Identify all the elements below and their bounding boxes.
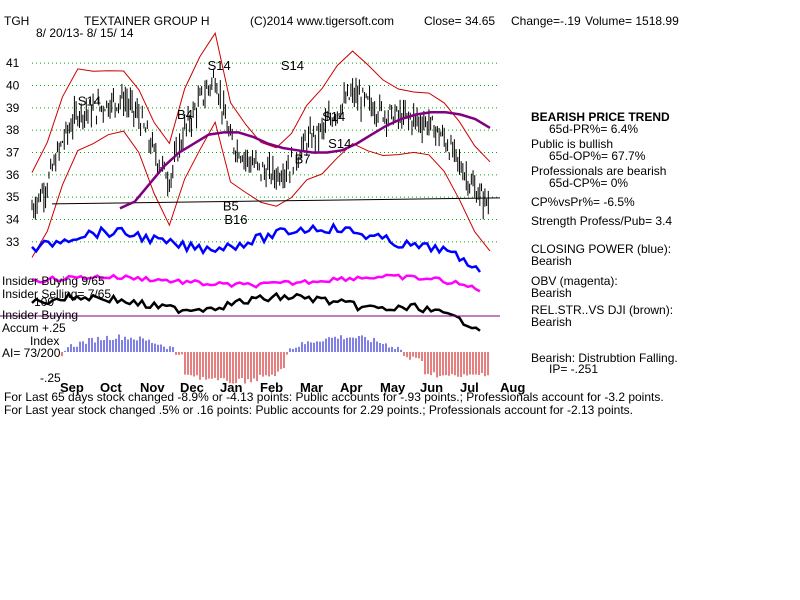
signal-annotation: S14 — [322, 109, 345, 124]
public-bullish: Public is bullish — [531, 137, 614, 151]
price-tick-label: 35 — [6, 190, 20, 204]
index-label: Index — [30, 334, 60, 348]
price-tick-label: 41 — [6, 56, 20, 70]
relstr-line — [31, 291, 481, 332]
month-label: Oct — [100, 380, 122, 395]
op-value: 65d-OP%= 67.7% — [549, 149, 646, 163]
lower-band — [31, 120, 491, 258]
insider-selling-label: Insider Selling= 7/65 — [2, 287, 112, 301]
obv-state: Bearish — [531, 286, 572, 300]
signal-annotation: B7 — [295, 152, 311, 167]
signal-annotation: S14 — [281, 58, 304, 73]
price-tick-label: 34 — [6, 213, 20, 227]
insider-buying-label-2: Insider Buying — [2, 308, 79, 322]
prof-bearish: Professionals are bearish — [531, 164, 667, 178]
month-label: Feb — [260, 380, 283, 395]
signal-annotation: B5 — [223, 199, 239, 214]
moving-average-line — [119, 111, 491, 210]
obv-line — [31, 273, 481, 293]
strength-value: Strength Profess/Pub= 3.4 — [531, 214, 673, 228]
bearish-trend: BEARISH PRICE TREND — [531, 110, 670, 124]
date-range: 8/ 20/13- 8/ 15/ 14 — [36, 26, 134, 40]
insider-buying-label: Insider Buying 9/65 — [2, 274, 105, 288]
month-label: Jul — [460, 380, 479, 395]
closing-power-state: Bearish — [531, 254, 572, 268]
signal-annotation: S14 — [208, 58, 231, 73]
change-value: Change=-.19 — [511, 14, 581, 28]
ai-label: AI= 73/200 — [2, 346, 61, 360]
closing-power-line — [31, 221, 482, 273]
footer-line-1: For Last 65 days stock changed -8.9% or … — [4, 390, 664, 404]
volume-value: Volume= 1518.99 — [585, 14, 679, 28]
month-label: Jan — [220, 380, 242, 395]
month-label: Jun — [420, 380, 443, 395]
cp-value: 65d-CP%= 0% — [549, 176, 629, 190]
distribution-label: Bearish: Distrubtion Falling. — [531, 351, 678, 365]
price-tick-label: 38 — [6, 123, 20, 137]
month-label: Aug — [500, 380, 525, 395]
month-label: Sep — [60, 380, 84, 395]
ticker: TGH — [4, 14, 30, 28]
price-tick-label: 40 — [6, 79, 20, 93]
signal-annotation: S14 — [78, 94, 101, 109]
signal-annotation: B4 — [177, 107, 193, 122]
hundred-label: 100 — [34, 295, 55, 309]
month-label: Dec — [180, 380, 204, 395]
month-label: May — [380, 380, 406, 395]
company-name: TEXTAINER GROUP H — [84, 14, 210, 28]
price-tick-label: 37 — [6, 146, 20, 160]
footer-line-2: For Last year stock changed .5% or .16 p… — [4, 403, 634, 417]
relstr-label: REL.STR..VS DJI (brown): — [531, 303, 674, 317]
obv-label: OBV (magenta): — [531, 274, 618, 288]
ip-value: IP= -.251 — [549, 362, 599, 376]
price-tick-label: 36 — [6, 168, 20, 182]
copyright-site: (C)2014 www.tigersoft.com — [250, 14, 395, 28]
upper-band — [31, 31, 491, 173]
cpvspr-value: CP%vsPr%= -6.5% — [531, 195, 635, 209]
pr-value: 65d-PR%= 6.4% — [549, 122, 639, 136]
support-line — [51, 197, 501, 205]
closing-power-label: CLOSING POWER (blue): — [531, 242, 672, 256]
price-tick-label: 39 — [6, 101, 20, 115]
minus-25-label: -.25 — [40, 371, 61, 385]
signal-annotation: S14 — [328, 136, 351, 151]
price-tick-label: 33 — [6, 235, 20, 249]
relstr-state: Bearish — [531, 315, 572, 329]
month-label: Mar — [300, 380, 323, 395]
close-value: Close= 34.65 — [424, 14, 496, 28]
signal-annotation: B16 — [224, 212, 247, 227]
accum-label: Accum +.25 — [2, 321, 66, 335]
month-label: Apr — [340, 380, 362, 395]
month-label: Nov — [140, 380, 165, 395]
